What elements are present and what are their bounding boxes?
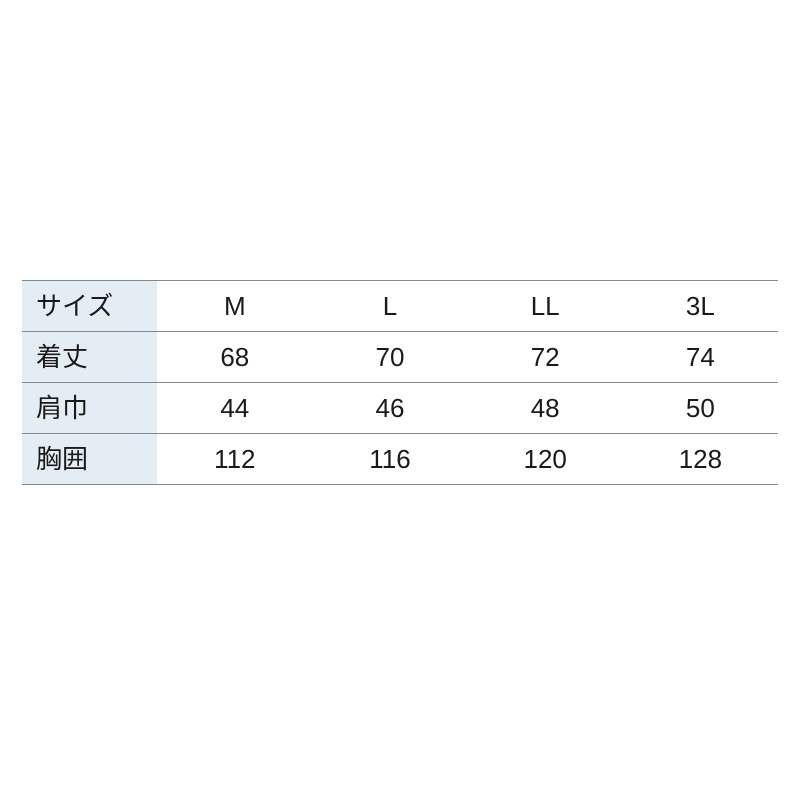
cell-value: 46 [312, 383, 467, 434]
cell-value: 128 [623, 434, 778, 485]
cell-value: 116 [312, 434, 467, 485]
cell-value: 44 [157, 383, 312, 434]
header-label: サイズ [22, 281, 157, 332]
table-row: 着丈 68 70 72 74 [22, 332, 778, 383]
table-row: 肩巾 44 46 48 50 [22, 383, 778, 434]
size-table: サイズ M L LL 3L 着丈 68 70 72 74 肩巾 44 46 48… [22, 280, 778, 485]
row-label: 胸囲 [22, 434, 157, 485]
cell-value: 120 [468, 434, 623, 485]
table-header-row: サイズ M L LL 3L [22, 281, 778, 332]
cell-value: 48 [468, 383, 623, 434]
cell-value: 112 [157, 434, 312, 485]
header-size-ll: LL [468, 281, 623, 332]
header-size-3l: 3L [623, 281, 778, 332]
cell-value: 70 [312, 332, 467, 383]
row-label: 肩巾 [22, 383, 157, 434]
header-size-l: L [312, 281, 467, 332]
cell-value: 68 [157, 332, 312, 383]
cell-value: 72 [468, 332, 623, 383]
table-row: 胸囲 112 116 120 128 [22, 434, 778, 485]
header-size-m: M [157, 281, 312, 332]
size-chart: サイズ M L LL 3L 着丈 68 70 72 74 肩巾 44 46 48… [22, 280, 778, 485]
cell-value: 74 [623, 332, 778, 383]
cell-value: 50 [623, 383, 778, 434]
row-label: 着丈 [22, 332, 157, 383]
